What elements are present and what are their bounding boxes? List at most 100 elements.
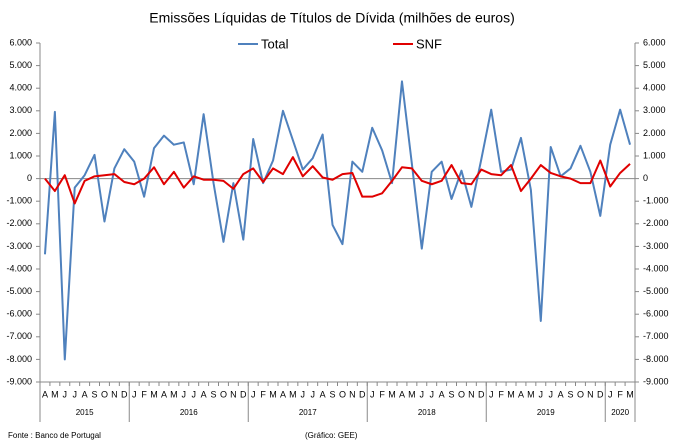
x-tick-label: J bbox=[132, 389, 137, 399]
x-tick-label: S bbox=[449, 389, 455, 399]
y2-tick-label: -9.000 bbox=[643, 376, 669, 386]
y-tick-label: -5.000 bbox=[6, 286, 32, 296]
y2-tick-label: -3.000 bbox=[643, 241, 669, 251]
y-tick-label: -9.000 bbox=[6, 376, 32, 386]
x-tick-label: M bbox=[269, 389, 277, 399]
x-tick-label: N bbox=[111, 389, 118, 399]
y2-tick-label: 2.000 bbox=[643, 128, 666, 138]
x-tick-label: J bbox=[310, 389, 315, 399]
series-line bbox=[44, 156, 631, 205]
x-tick-label: J bbox=[489, 389, 494, 399]
y2-tick-label: 3.000 bbox=[643, 105, 666, 115]
x-tick-label: M bbox=[51, 389, 59, 399]
x-tick-label: A bbox=[280, 389, 286, 399]
x-tick-label: M bbox=[289, 389, 297, 399]
x-tick-label: O bbox=[458, 389, 465, 399]
y2-tick-label: 5.000 bbox=[643, 60, 666, 70]
y-tick-label: -3.000 bbox=[6, 241, 32, 251]
y2-tick-label: 1.000 bbox=[643, 150, 666, 160]
x-tick-label: N bbox=[349, 389, 356, 399]
x-tick-label: O bbox=[101, 389, 108, 399]
y2-tick-label: -1.000 bbox=[643, 196, 669, 206]
y-tick-label: 2.000 bbox=[9, 128, 32, 138]
x-tick-label: O bbox=[577, 389, 584, 399]
y-tick-label: 6.000 bbox=[9, 37, 32, 47]
x-tick-label: J bbox=[301, 389, 306, 399]
x-tick-label: F bbox=[498, 389, 504, 399]
x-tick-label: A bbox=[518, 389, 524, 399]
x-tick-label: S bbox=[92, 389, 98, 399]
x-tick-label: A bbox=[42, 389, 48, 399]
x-tick-label: F bbox=[617, 389, 623, 399]
y-tick-label: -8.000 bbox=[6, 354, 32, 364]
x-tick-label: A bbox=[161, 389, 167, 399]
x-tick-label: A bbox=[320, 389, 326, 399]
x-tick-label: J bbox=[63, 389, 68, 399]
x-tick-label: M bbox=[388, 389, 396, 399]
x-group-label: 2017 bbox=[299, 408, 317, 417]
x-tick-label: M bbox=[150, 389, 158, 399]
x-group-label: 2020 bbox=[611, 408, 629, 417]
x-tick-label: M bbox=[408, 389, 416, 399]
legend-label: Total bbox=[261, 36, 289, 51]
y-tick-label: 3.000 bbox=[9, 105, 32, 115]
y-tick-label: 5.000 bbox=[9, 60, 32, 70]
x-tick-label: A bbox=[201, 389, 207, 399]
y-tick-label: -7.000 bbox=[6, 331, 32, 341]
x-tick-label: J bbox=[429, 389, 434, 399]
x-tick-label: O bbox=[220, 389, 227, 399]
x-tick-label: M bbox=[626, 389, 634, 399]
y2-tick-label: -7.000 bbox=[643, 331, 669, 341]
x-group-label: 2016 bbox=[180, 408, 198, 417]
y2-tick-label: -8.000 bbox=[643, 354, 669, 364]
y2-tick-label: -2.000 bbox=[643, 218, 669, 228]
y2-tick-label: 6.000 bbox=[643, 37, 666, 47]
x-tick-label: A bbox=[439, 389, 445, 399]
x-tick-label: D bbox=[478, 389, 485, 399]
x-tick-label: D bbox=[597, 389, 604, 399]
y-tick-label: -6.000 bbox=[6, 309, 32, 319]
x-tick-label: J bbox=[370, 389, 375, 399]
x-tick-label: D bbox=[240, 389, 247, 399]
x-tick-label: F bbox=[141, 389, 147, 399]
x-tick-label: N bbox=[587, 389, 594, 399]
x-tick-label: A bbox=[82, 389, 88, 399]
x-group-label: 2019 bbox=[537, 408, 555, 417]
x-tick-label: J bbox=[420, 389, 425, 399]
y-tick-label: -2.000 bbox=[6, 218, 32, 228]
x-tick-label: J bbox=[548, 389, 553, 399]
x-tick-label: J bbox=[182, 389, 187, 399]
x-tick-label: M bbox=[507, 389, 515, 399]
x-tick-label: S bbox=[211, 389, 217, 399]
y-tick-label: 0 bbox=[27, 173, 32, 183]
x-group-label: 2015 bbox=[76, 408, 94, 417]
x-group-label: 2018 bbox=[418, 408, 436, 417]
y-tick-label: 4.000 bbox=[9, 83, 32, 93]
x-tick-label: S bbox=[568, 389, 574, 399]
x-tick-label: D bbox=[359, 389, 366, 399]
chart-title: Emissões Líquidas de Títulos de Dívida (… bbox=[149, 10, 514, 26]
x-tick-label: D bbox=[121, 389, 128, 399]
legend-label: SNF bbox=[416, 36, 442, 51]
x-tick-label: S bbox=[330, 389, 336, 399]
y-tick-label: 1.000 bbox=[9, 150, 32, 160]
x-tick-label: F bbox=[379, 389, 385, 399]
x-tick-label: F bbox=[260, 389, 266, 399]
x-tick-label: M bbox=[170, 389, 178, 399]
y2-tick-label: -4.000 bbox=[643, 263, 669, 273]
x-tick-label: N bbox=[468, 389, 475, 399]
x-tick-label: O bbox=[339, 389, 346, 399]
series-line bbox=[43, 80, 632, 361]
x-tick-label: A bbox=[399, 389, 405, 399]
x-tick-label: J bbox=[608, 389, 613, 399]
y2-tick-label: 0 bbox=[643, 173, 648, 183]
y2-tick-label: 4.000 bbox=[643, 83, 666, 93]
note: (Gráfico: GEE) bbox=[305, 431, 358, 440]
y2-tick-label: -5.000 bbox=[643, 286, 669, 296]
x-tick-label: J bbox=[539, 389, 544, 399]
source: Fonte : Banco de Portugal bbox=[8, 431, 101, 440]
y2-tick-label: -6.000 bbox=[643, 309, 669, 319]
x-tick-label: A bbox=[558, 389, 564, 399]
